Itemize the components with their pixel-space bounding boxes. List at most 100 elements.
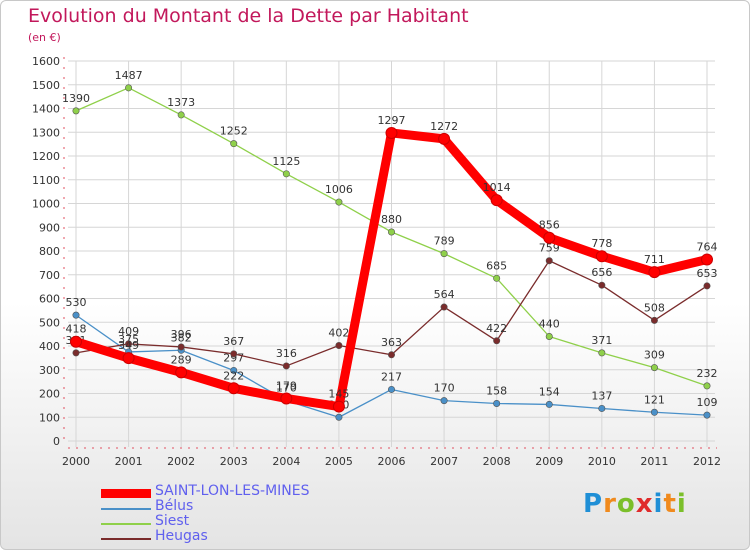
data-point <box>280 392 293 405</box>
data-point <box>543 231 556 244</box>
data-point <box>598 404 606 412</box>
legend-swatch <box>101 508 151 510</box>
data-point <box>493 337 501 345</box>
data-point <box>70 335 82 348</box>
data-point <box>125 340 133 348</box>
data-label: 1272 <box>430 120 458 133</box>
data-point <box>335 342 343 350</box>
data-point <box>125 84 133 92</box>
x-tick-label: 2001 <box>115 455 143 468</box>
data-label: 564 <box>434 288 455 301</box>
data-point <box>122 352 135 365</box>
x-tick-label: 2012 <box>693 455 721 468</box>
x-tick-label: 2010 <box>588 455 616 468</box>
data-label: 789 <box>434 235 455 248</box>
data-point <box>72 311 80 319</box>
data-label: 656 <box>591 266 612 279</box>
data-label: 109 <box>697 396 718 409</box>
y-tick-label: 1100 <box>32 174 60 187</box>
legend-swatch <box>101 523 151 525</box>
y-tick-label: 700 <box>39 269 60 282</box>
data-label: 137 <box>591 389 612 402</box>
x-tick-label: 2003 <box>220 455 248 468</box>
data-label: 440 <box>539 318 560 331</box>
data-label: 880 <box>381 213 402 226</box>
data-label: 685 <box>486 259 507 272</box>
data-point <box>493 399 501 407</box>
data-point <box>545 332 553 340</box>
chart-subtitle: (en €) <box>28 31 61 44</box>
data-label: 371 <box>591 334 612 347</box>
data-label: 363 <box>381 336 402 349</box>
data-label: 402 <box>328 327 349 340</box>
legend-label: SAINT-LON-LES-MINES <box>155 483 310 499</box>
y-tick-label: 1000 <box>32 198 60 211</box>
y-tick-label: 900 <box>39 221 60 234</box>
data-point <box>335 198 343 206</box>
data-label: 309 <box>644 349 665 362</box>
x-tick-label: 2011 <box>640 455 668 468</box>
y-tick-label: 1500 <box>32 79 60 92</box>
y-tick-label: 500 <box>39 316 60 329</box>
data-point <box>175 366 188 379</box>
x-tick-label: 2004 <box>272 455 300 468</box>
data-label: 396 <box>171 328 192 341</box>
data-label: 1487 <box>115 69 143 82</box>
data-point <box>335 413 343 421</box>
data-point <box>227 382 240 395</box>
chart-title: Evolution du Montant de la Dette par Hab… <box>28 5 469 27</box>
y-tick-label: 1600 <box>32 55 60 68</box>
data-point <box>650 364 658 372</box>
data-label: 121 <box>644 393 665 406</box>
data-label: 217 <box>381 370 402 383</box>
y-tick-label: 100 <box>39 411 60 424</box>
data-label: 170 <box>276 382 297 395</box>
y-tick-label: 400 <box>39 340 60 353</box>
data-label: 856 <box>539 219 560 232</box>
legend-swatch <box>101 489 151 498</box>
data-point <box>703 282 711 290</box>
data-point <box>387 351 395 359</box>
y-tick-label: 1400 <box>32 103 60 116</box>
data-point <box>493 274 501 282</box>
data-label: 422 <box>486 322 507 335</box>
data-label: 778 <box>591 237 612 250</box>
y-tick-label: 800 <box>39 245 60 258</box>
data-label: 367 <box>223 335 244 348</box>
data-point <box>440 397 448 405</box>
data-label: 418 <box>66 323 87 336</box>
data-point <box>650 316 658 324</box>
data-point <box>650 408 658 416</box>
data-point <box>648 266 661 279</box>
legend-label: Siest <box>155 513 190 529</box>
data-label: 179 <box>276 379 297 392</box>
data-label: 711 <box>644 253 665 266</box>
data-label: 154 <box>539 385 560 398</box>
data-point <box>440 303 448 311</box>
x-tick-label: 2005 <box>325 455 353 468</box>
data-label: 222 <box>223 369 244 382</box>
y-tick-label: 1200 <box>32 150 60 163</box>
data-label: 530 <box>66 296 87 309</box>
data-label: 1014 <box>483 181 511 194</box>
data-label: 289 <box>171 353 192 366</box>
data-label: 382 <box>171 331 192 344</box>
data-point <box>282 170 290 178</box>
data-point <box>595 250 608 263</box>
data-point <box>177 111 185 119</box>
x-tick-label: 2000 <box>62 455 90 468</box>
data-point <box>490 194 503 207</box>
y-tick-label: 1300 <box>32 126 60 139</box>
legend-swatch <box>101 538 151 540</box>
data-point <box>387 228 395 236</box>
data-label: 764 <box>697 241 718 254</box>
data-point <box>385 126 398 139</box>
x-tick-label: 2008 <box>483 455 511 468</box>
data-point <box>72 349 80 357</box>
data-point <box>177 343 185 351</box>
y-tick-label: 0 <box>53 435 60 448</box>
data-point <box>387 385 395 393</box>
data-label: 145 <box>328 388 349 401</box>
